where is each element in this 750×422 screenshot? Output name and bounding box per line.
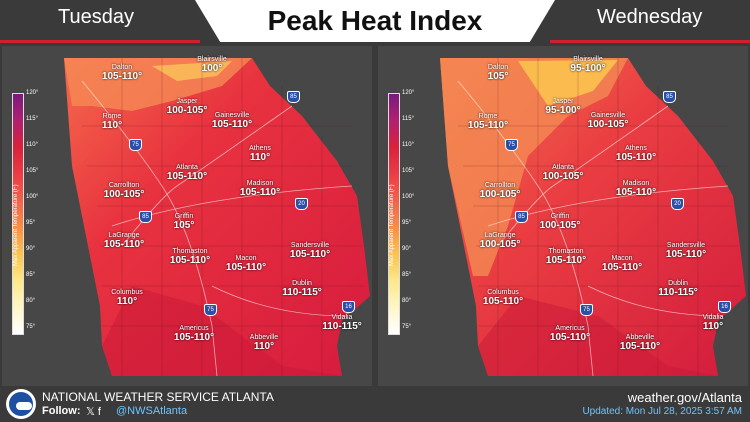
legend-color-bar — [12, 93, 24, 335]
interstate-85-north-shield: 85 — [287, 91, 300, 103]
city-label-madison: Madison 105-110° — [239, 180, 281, 198]
city-label-rome: Rome 105-110° — [467, 113, 509, 131]
georgia-map-tuesday — [64, 58, 370, 377]
header-accent-right — [550, 40, 750, 43]
city-label-abbeville: Abbeville 110° — [249, 334, 279, 352]
city-label-vidalia: Vidalia 110° — [702, 314, 724, 332]
interstate-85-shield: 85 — [515, 211, 528, 223]
legend-tick: 115° — [26, 116, 38, 122]
city-label-dublin: Dublin 110-115° — [282, 280, 322, 298]
city-label-thomaston: Thomaston 105-110° — [545, 248, 587, 266]
city-label-vidalia: Vidalia 110-115° — [322, 314, 362, 332]
agency-name: NATIONAL WEATHER SERVICE ATLANTA — [42, 390, 274, 404]
legend-tick: 120° — [26, 90, 39, 96]
day-label-wednesday: Wednesday — [597, 6, 703, 28]
legend: Max Apparent Temperature (F) 120° 115° 1… — [388, 90, 415, 335]
city-label-griffin: Griffin 105° — [173, 213, 195, 231]
interstate-20-shield: 20 — [671, 198, 684, 210]
interstate-75-south-shield: 75 — [580, 304, 593, 316]
city-label-jasper: Jasper 100-105° — [166, 98, 208, 116]
nws-logo-icon — [6, 389, 36, 419]
legend-tick: 95° — [26, 220, 36, 226]
legend: Max Apparent Temperature (F) 120° 115° 1… — [12, 90, 39, 335]
legend-tick: 110° — [26, 142, 38, 148]
legend-tick: 105° — [26, 168, 39, 174]
legend-title: Max Apparent Temperature (F) — [13, 184, 19, 266]
city-label-atlanta: Atlanta 100-105° — [542, 164, 584, 182]
city-label-thomaston: Thomaston 105-110° — [169, 248, 211, 266]
updated-timestamp: Updated: Mon Jul 28, 2025 3:57 AM — [582, 406, 742, 417]
legend-tick: 90° — [26, 246, 36, 252]
legend-tick: 80° — [402, 298, 412, 304]
legend-tick: 75° — [402, 324, 412, 330]
city-label-gainesville: Gainesville 100-105° — [587, 112, 629, 130]
map-panel-tuesday: Max Apparent Temperature (F) 120° 115° 1… — [2, 46, 372, 386]
interstate-85-shield: 85 — [139, 211, 152, 223]
city-label-madison: Madison 105-110° — [615, 180, 657, 198]
interstate-16-shield: 16 — [718, 301, 731, 313]
interstate-75-south-shield: 75 — [204, 304, 217, 316]
city-label-carrollton: Carrollton 100-105° — [103, 182, 145, 200]
legend-color-bar — [388, 93, 400, 335]
footer-bar — [0, 386, 750, 422]
city-label-columbus: Columbus 105-110° — [482, 289, 524, 307]
legend-tick: 100° — [26, 194, 39, 200]
page-title: Peak Heat Index — [267, 5, 483, 36]
legend-tick: 110° — [402, 142, 414, 148]
follow-label: Follow: — [42, 405, 81, 417]
interstate-16-shield: 16 — [342, 301, 355, 313]
city-label-atlanta: Atlanta 105-110° — [166, 164, 208, 182]
city-label-americus: Americus 105-110° — [173, 325, 215, 343]
city-label-dalton: Dalton 105° — [487, 64, 509, 82]
city-label-dalton: Dalton 105-110° — [101, 64, 143, 82]
city-label-lagrange: LaGrange 105-110° — [103, 232, 145, 250]
city-label-athens: Athens 110° — [249, 145, 271, 163]
day-label-tuesday: Tuesday — [58, 6, 134, 28]
social-icons[interactable]: 𝕏 f — [86, 406, 101, 418]
legend-tick: 80° — [26, 298, 36, 304]
legend-tick: 115° — [402, 116, 414, 122]
legend-tick: 90° — [402, 246, 412, 252]
city-label-americus: Americus 105-110° — [549, 325, 591, 343]
legend-tick: 85° — [402, 272, 412, 278]
city-label-gainesville: Gainesville 105-110° — [211, 112, 253, 130]
legend-tick: 100° — [402, 194, 415, 200]
city-label-griffin: Griffin 100-105° — [539, 213, 581, 231]
interstate-75-shield: 75 — [505, 139, 518, 151]
website-link[interactable]: weather.gov/Atlanta — [627, 390, 742, 405]
city-label-athens: Athens 105-110° — [615, 145, 657, 163]
header-bar: Tuesday Peak Heat Index Wednesday — [0, 0, 750, 42]
city-label-abbeville: Abbeville 105-110° — [619, 334, 661, 352]
legend-tick: 120° — [402, 90, 415, 96]
city-label-rome: Rome 110° — [101, 113, 123, 131]
legend-tick: 95° — [402, 220, 412, 226]
city-label-sandersville: Sandersville 105-110° — [289, 242, 331, 260]
city-label-sandersville: Sandersville 105-110° — [665, 242, 707, 260]
header-accent-left — [0, 40, 200, 43]
interstate-85-north-shield: 85 — [663, 91, 676, 103]
city-label-columbus: Columbus 110° — [111, 289, 143, 307]
social-handle-link[interactable]: @NWSAtlanta — [116, 405, 188, 417]
legend-tick: 105° — [402, 168, 415, 174]
city-label-lagrange: LaGrange 100-105° — [479, 232, 521, 250]
legend-tick: 85° — [26, 272, 36, 278]
city-label-macon: Macon 105-110° — [601, 255, 643, 273]
city-label-carrollton: Carrollton 100-105° — [479, 182, 521, 200]
page-title-banner: Peak Heat Index — [195, 0, 555, 42]
legend-tick: 75° — [26, 324, 36, 330]
interstate-75-shield: 75 — [129, 139, 142, 151]
city-label-dublin: Dublin 110-115° — [658, 280, 698, 298]
city-label-blairsville: Blairsville 95-100° — [570, 56, 606, 74]
city-label-blairsville: Blairsville 100° — [197, 56, 227, 74]
city-label-macon: Macon 105-110° — [225, 255, 267, 273]
legend-title: Max Apparent Temperature (F) — [389, 184, 395, 266]
city-label-jasper: Jasper 95-100° — [545, 98, 581, 116]
georgia-map-wednesday — [440, 58, 746, 377]
map-panel-wednesday: Max Apparent Temperature (F) 120° 115° 1… — [378, 46, 748, 386]
interstate-20-shield: 20 — [295, 198, 308, 210]
